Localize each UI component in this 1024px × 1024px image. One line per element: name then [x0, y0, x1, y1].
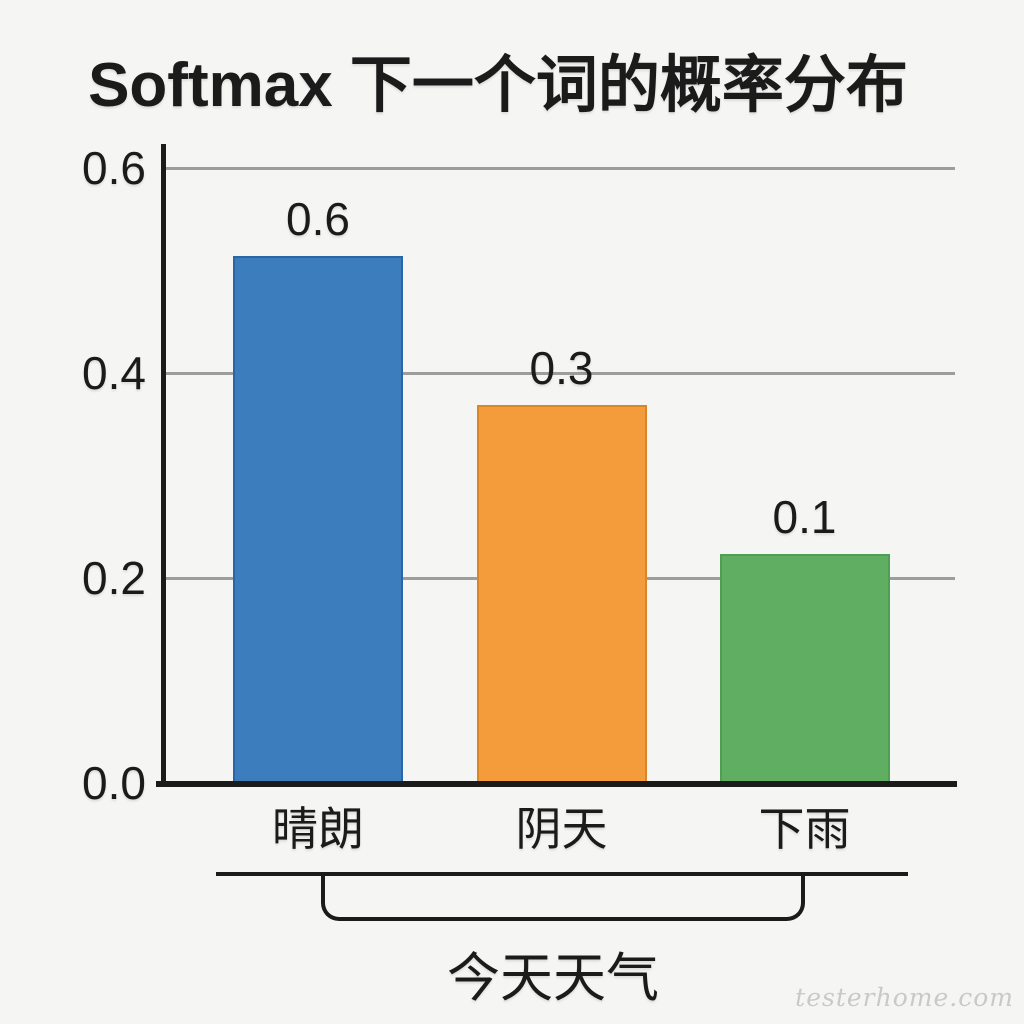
x-tick-label: 下雨	[758, 803, 851, 855]
chart-title: Softmax 下一个词的概率分布	[88, 51, 908, 120]
bar-阴天	[476, 404, 647, 783]
bar-晴朗	[233, 256, 403, 783]
bar-下雨	[719, 554, 890, 783]
y-tick-label: 0.2	[82, 552, 146, 604]
y-tick-label: 0.4	[82, 347, 146, 399]
watermark: testerhome.com	[795, 983, 1014, 1012]
bar-value-label: 0.3	[529, 341, 594, 394]
category-underline	[216, 872, 908, 876]
x-tick-label: 阴天	[515, 803, 608, 855]
gridline	[164, 167, 955, 170]
x-tick-label: 晴朗	[272, 803, 364, 855]
group-bracket	[321, 876, 805, 921]
x-axis-line	[156, 781, 957, 787]
group-label: 今天天气	[447, 949, 659, 1008]
bar-value-label: 0.1	[772, 491, 837, 544]
gridline	[164, 372, 955, 375]
y-tick-label: 0.6	[82, 142, 146, 194]
y-tick-label: 0.0	[82, 757, 146, 809]
bar-value-label: 0.6	[286, 193, 350, 246]
y-axis-line	[161, 144, 166, 786]
